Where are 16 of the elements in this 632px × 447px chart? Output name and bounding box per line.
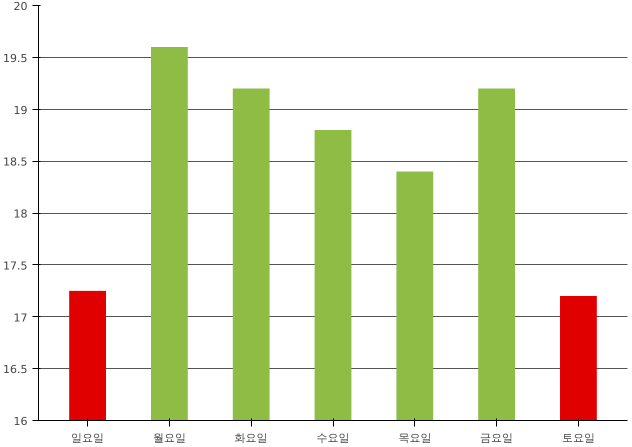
y-tick-label: 19.5 [3, 52, 28, 65]
x-tick-label: 토요일 [562, 432, 595, 444]
y-tick-label: 16 [14, 415, 28, 428]
y-tick-label: 16.5 [3, 363, 28, 376]
x-tick-label: 월요일 [152, 432, 186, 444]
y-tick-label: 18 [14, 208, 28, 220]
y-tick-label: 19 [14, 104, 28, 117]
x-tick-label: 금요일 [480, 432, 514, 444]
y-tick-label: 18.5 [3, 156, 28, 169]
x-tick-label: 수요일 [316, 432, 350, 444]
x-tick-label: 목요일 [398, 432, 432, 444]
x-tick-label: 일요일 [71, 432, 104, 444]
y-tick-label: 17.5 [3, 259, 28, 272]
y-tick-label: 20 [14, 0, 28, 13]
y-tick-label: 17 [14, 311, 28, 324]
x-tick-label: 화요일 [234, 432, 268, 444]
